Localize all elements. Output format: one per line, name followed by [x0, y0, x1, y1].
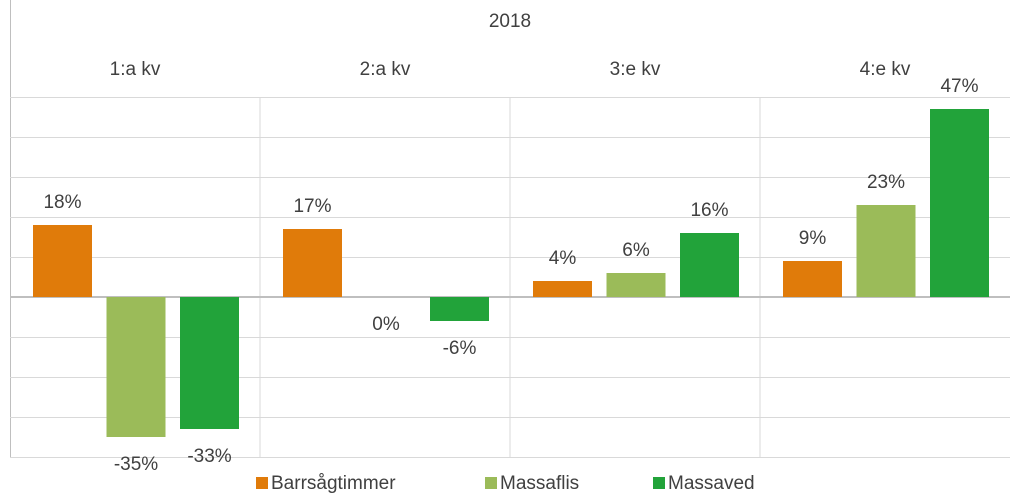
bar: [856, 205, 916, 297]
bar: [33, 225, 92, 297]
bar: [180, 297, 239, 429]
data-label: 9%: [799, 228, 827, 249]
legend-swatch: [485, 477, 497, 489]
legend-swatch: [653, 477, 665, 489]
data-label: 16%: [690, 200, 728, 221]
data-label: 0%: [372, 314, 400, 335]
data-label: -6%: [443, 338, 477, 359]
bar: [783, 261, 842, 297]
legend-label: Massaved: [668, 473, 755, 494]
bar: [533, 281, 592, 297]
bar: [680, 233, 739, 297]
legend-label: Massaflis: [500, 473, 579, 494]
bar: [606, 273, 666, 297]
data-label: 18%: [43, 192, 81, 213]
data-label: 23%: [867, 172, 905, 193]
data-label: 17%: [293, 196, 331, 217]
data-label: 6%: [622, 240, 650, 261]
category-label: 1:a kv: [110, 59, 161, 80]
bar: [430, 297, 489, 321]
group-label: 2018: [489, 11, 531, 32]
category-label: 3:e kv: [610, 59, 661, 80]
bar: [930, 109, 989, 297]
category-label: 4:e kv: [860, 59, 911, 80]
bar: [106, 297, 166, 437]
data-label: -33%: [187, 446, 231, 467]
data-label: -35%: [114, 454, 158, 475]
bar: [283, 229, 342, 297]
legend-label: Barrsågtimmer: [271, 473, 396, 494]
data-label: 4%: [549, 248, 577, 269]
data-label: 47%: [940, 76, 978, 97]
category-label: 2:a kv: [360, 59, 411, 80]
legend-swatch: [256, 477, 268, 489]
